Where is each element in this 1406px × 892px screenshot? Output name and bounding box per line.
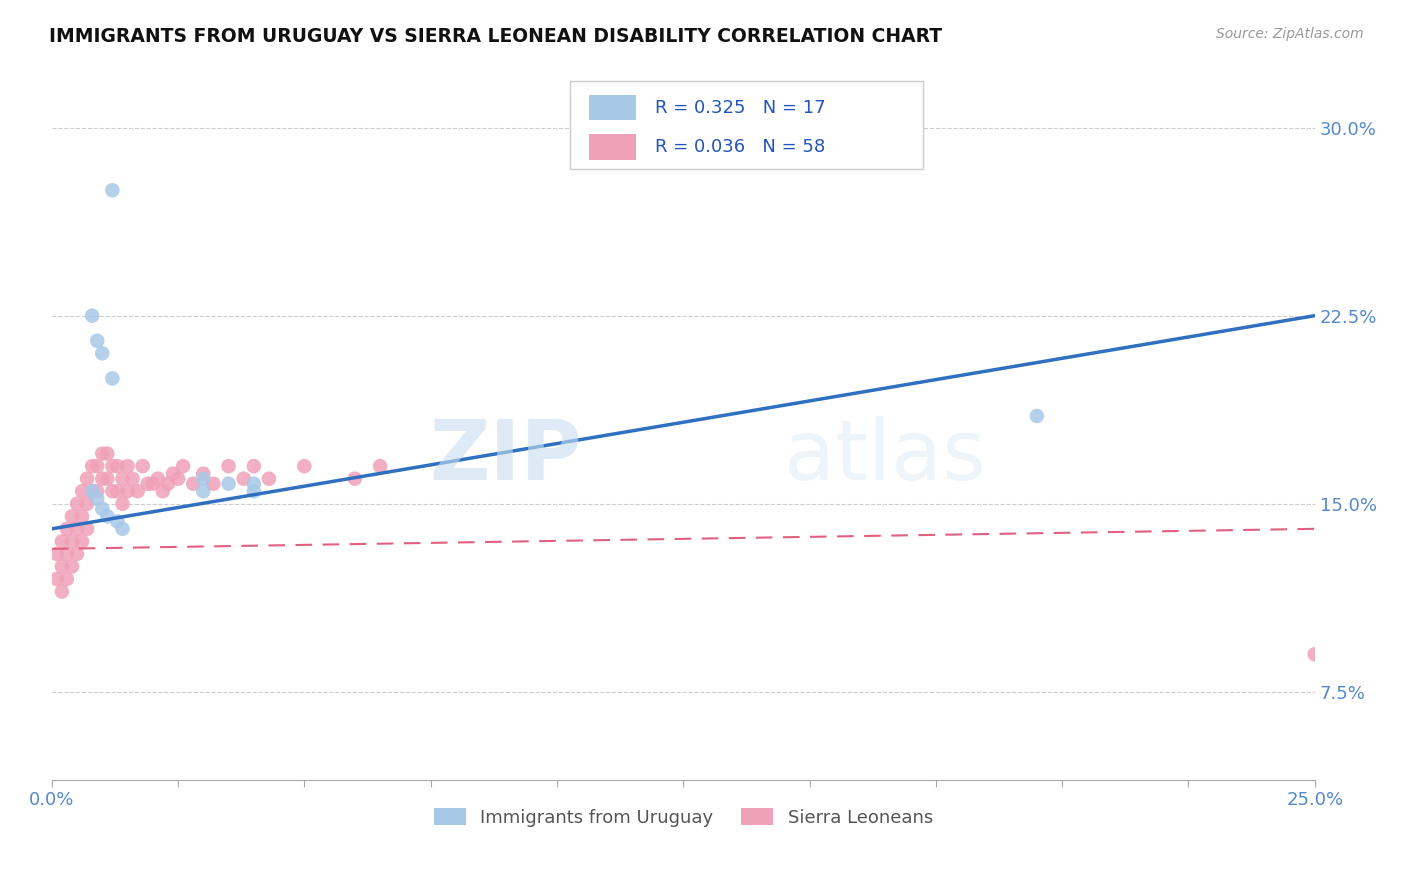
Point <box>70 509 93 524</box>
Point <box>96 447 118 461</box>
Text: atlas: atlas <box>785 416 986 497</box>
Point <box>368 459 391 474</box>
Point <box>218 459 240 474</box>
Point <box>156 476 179 491</box>
Point <box>70 484 93 499</box>
Point <box>76 522 98 536</box>
Point <box>111 472 134 486</box>
Point <box>292 459 315 474</box>
Point <box>181 476 204 491</box>
Point <box>82 484 104 499</box>
Point <box>91 501 114 516</box>
Point <box>257 472 280 486</box>
Point <box>66 547 89 561</box>
Point <box>162 467 184 481</box>
Point <box>152 484 174 499</box>
Point <box>117 459 139 474</box>
Point <box>1025 409 1047 423</box>
Point <box>117 484 139 499</box>
Point <box>66 522 89 536</box>
Point <box>142 476 165 491</box>
Point <box>60 534 83 549</box>
Point <box>107 514 129 528</box>
Point <box>86 484 108 499</box>
Point <box>91 447 114 461</box>
Point <box>172 459 194 474</box>
FancyBboxPatch shape <box>569 81 924 169</box>
Point <box>82 309 104 323</box>
Point <box>82 459 104 474</box>
Point <box>146 472 169 486</box>
Point <box>86 459 108 474</box>
Point <box>107 484 129 499</box>
Legend: Immigrants from Uruguay, Sierra Leoneans: Immigrants from Uruguay, Sierra Leoneans <box>426 800 941 834</box>
Point <box>121 472 143 486</box>
Point <box>91 346 114 360</box>
Text: IMMIGRANTS FROM URUGUAY VS SIERRA LEONEAN DISABILITY CORRELATION CHART: IMMIGRANTS FROM URUGUAY VS SIERRA LEONEA… <box>49 27 942 45</box>
Point <box>111 522 134 536</box>
Point <box>101 459 124 474</box>
Point <box>91 472 114 486</box>
Point <box>218 476 240 491</box>
Point <box>76 472 98 486</box>
Point <box>51 534 73 549</box>
Point <box>127 484 149 499</box>
Point <box>193 467 215 481</box>
Text: Source: ZipAtlas.com: Source: ZipAtlas.com <box>1216 27 1364 41</box>
Point <box>96 472 118 486</box>
Point <box>45 572 67 586</box>
Point <box>96 509 118 524</box>
Point <box>202 476 225 491</box>
Point <box>60 509 83 524</box>
Point <box>86 334 108 348</box>
Point <box>51 559 73 574</box>
Point <box>243 459 266 474</box>
Point <box>1303 647 1326 661</box>
Text: ZIP: ZIP <box>430 416 582 497</box>
Point <box>193 484 215 499</box>
Point <box>56 572 79 586</box>
Point <box>111 497 134 511</box>
Point <box>101 484 124 499</box>
Point <box>60 559 83 574</box>
Text: R = 0.325   N = 17: R = 0.325 N = 17 <box>655 99 827 117</box>
Point <box>107 459 129 474</box>
Point <box>167 472 190 486</box>
Point <box>101 183 124 197</box>
Point <box>131 459 153 474</box>
Point <box>343 472 366 486</box>
Point <box>51 584 73 599</box>
Point <box>56 547 79 561</box>
Point <box>232 472 254 486</box>
Point <box>86 491 108 506</box>
Point <box>82 484 104 499</box>
Point <box>243 476 266 491</box>
Point <box>66 497 89 511</box>
Text: R = 0.036   N = 58: R = 0.036 N = 58 <box>655 138 825 156</box>
Bar <box>589 135 637 160</box>
Bar <box>589 95 637 120</box>
Point <box>243 484 266 499</box>
Point <box>70 534 93 549</box>
Point <box>136 476 159 491</box>
Point <box>45 547 67 561</box>
Point <box>101 371 124 385</box>
Point <box>56 522 79 536</box>
Point <box>76 497 98 511</box>
Point <box>193 472 215 486</box>
